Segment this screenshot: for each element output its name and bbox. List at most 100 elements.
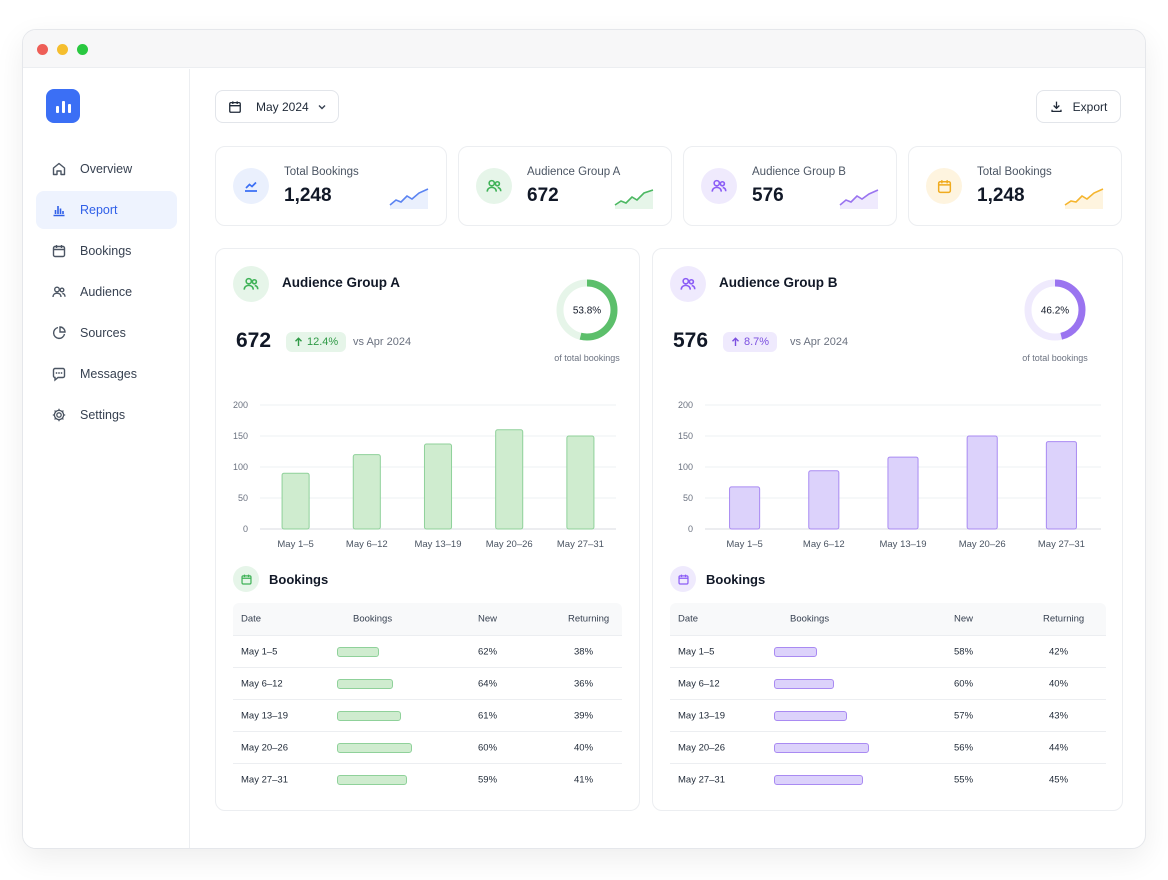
app-window: Overview Report Bookings Audience Source… [22,29,1146,849]
y-tick-label: 50 [238,493,248,503]
chevron-down-icon [318,104,326,109]
table-row[interactable]: May 1–5 62% 38% [233,635,622,667]
bar [352,454,381,530]
sidebar-item-overview[interactable]: Overview [36,150,177,188]
bar [423,443,453,530]
sidebar-item-label: Settings [80,408,126,422]
kpi-label: Audience Group A [527,166,621,178]
row-date: May 13–19 [241,710,289,721]
date-picker[interactable]: May 2024 [215,90,339,123]
column-header[interactable]: Bookings [353,613,393,625]
table-row[interactable]: May 1–5 58% 42% [670,635,1106,667]
bar [808,470,840,530]
table-row[interactable]: May 6–12 60% 40% [670,667,1106,699]
kpi-value: 1,248 [284,185,332,206]
sidebar-item-label: Audience [80,285,133,299]
column-header[interactable]: New [478,613,498,625]
row-new: 56% [954,742,974,753]
row-returning: 40% [574,742,594,753]
column-header[interactable]: Date [678,613,699,625]
users-icon [476,168,512,204]
row-date: May 6–12 [678,678,720,689]
main-content: May 2024 Export Total Bookings 1,248 Aud… [191,69,1145,848]
sidebar-item-bookings[interactable]: Bookings [36,232,177,270]
pie-chart-icon [52,326,66,340]
close-window-button[interactable] [37,44,48,55]
gear-icon [52,408,66,422]
kpi-card-audience-group-a: Audience Group A 672 [458,146,672,226]
table-row[interactable]: May 13–19 61% 39% [233,699,622,731]
donut-percent: 46.2% [1041,306,1069,317]
bar-chart-icon [53,206,65,217]
bookings-bar [774,710,848,721]
row-new: 60% [954,678,974,689]
sidebar-item-label: Messages [80,367,137,381]
y-tick-label: 150 [678,431,693,441]
arrow-up-icon [295,337,302,346]
kpi-card-total-bookings: Total Bookings 1,248 [215,146,447,226]
table-row[interactable]: May 6–12 64% 36% [233,667,622,699]
trend-icon [233,168,269,204]
export-button[interactable]: Export [1036,90,1121,123]
bookings-table: Date Bookings New Returning May 1–5 62% 38% May… [233,603,622,795]
column-header[interactable]: Bookings [790,613,830,625]
minimize-window-button[interactable] [57,44,68,55]
row-date: May 6–12 [241,678,283,689]
table-row[interactable]: May 20–26 56% 44% [670,731,1106,763]
message-icon [52,367,66,382]
table-row[interactable]: May 13–19 57% 43% [670,699,1106,731]
x-tick-label: May 1–5 [277,539,313,549]
audience-group-b-card: Audience Group B 576 8.7% vs Apr 2024 46… [652,248,1123,811]
sidebar-item-report[interactable]: Report [36,191,177,229]
sidebar-item-label: Bookings [80,244,132,258]
users-icon [670,266,706,302]
row-returning: 36% [574,678,594,689]
calendar-icon [670,566,696,592]
bookings-bar [337,774,408,785]
x-tick-label: May 1–5 [726,539,762,549]
column-header[interactable]: Returning [1043,613,1085,625]
bookings-bar [337,710,402,721]
column-header[interactable]: New [954,613,974,625]
x-tick-label: May 27–31 [1038,539,1085,549]
kpi-label: Audience Group B [752,166,846,178]
row-date: May 1–5 [678,646,715,657]
row-new: 57% [954,710,974,721]
sidebar-item-audience[interactable]: Audience [36,273,177,311]
row-date: May 20–26 [678,742,726,753]
y-tick-label: 0 [243,524,248,534]
comparison-label: vs Apr 2024 [790,336,849,348]
table-row[interactable]: May 27–31 59% 41% [233,763,622,795]
group-total: 576 [673,329,709,352]
row-new: 59% [478,774,498,785]
bar [566,435,595,530]
card-title: Audience Group A [282,275,401,290]
column-header[interactable]: Returning [568,613,610,625]
donut-percent: 53.8% [573,306,601,317]
users-icon [233,266,269,302]
table-row[interactable]: May 20–26 60% 40% [233,731,622,763]
row-new: 64% [478,678,498,689]
kpi-value: 1,248 [977,185,1025,206]
sidebar-item-settings[interactable]: Settings [36,396,177,434]
column-header[interactable]: Date [241,613,262,625]
sidebar-item-sources[interactable]: Sources [36,314,177,352]
table-row[interactable]: May 27–31 55% 45% [670,763,1106,795]
export-label: Export [1072,99,1108,114]
date-picker-label: May 2024 [256,99,309,114]
sidebar-nav: Overview Report Bookings Audience Source… [36,150,177,437]
kpi-value: 672 [527,185,559,206]
y-tick-label: 0 [688,524,693,534]
maximize-window-button[interactable] [77,44,88,55]
app-logo[interactable] [46,89,80,123]
sparkline [389,188,429,209]
sparkline [839,189,879,209]
table-header: Date Bookings New Returning [233,603,622,635]
row-returning: 45% [1049,774,1069,785]
calendar-icon [52,245,66,258]
donut-caption: of total bookings [554,353,620,363]
x-tick-label: May 13–19 [414,539,461,549]
sidebar-item-messages[interactable]: Messages [36,355,177,393]
sidebar-item-label: Overview [80,162,133,176]
x-tick-label: May 27–31 [557,539,604,549]
